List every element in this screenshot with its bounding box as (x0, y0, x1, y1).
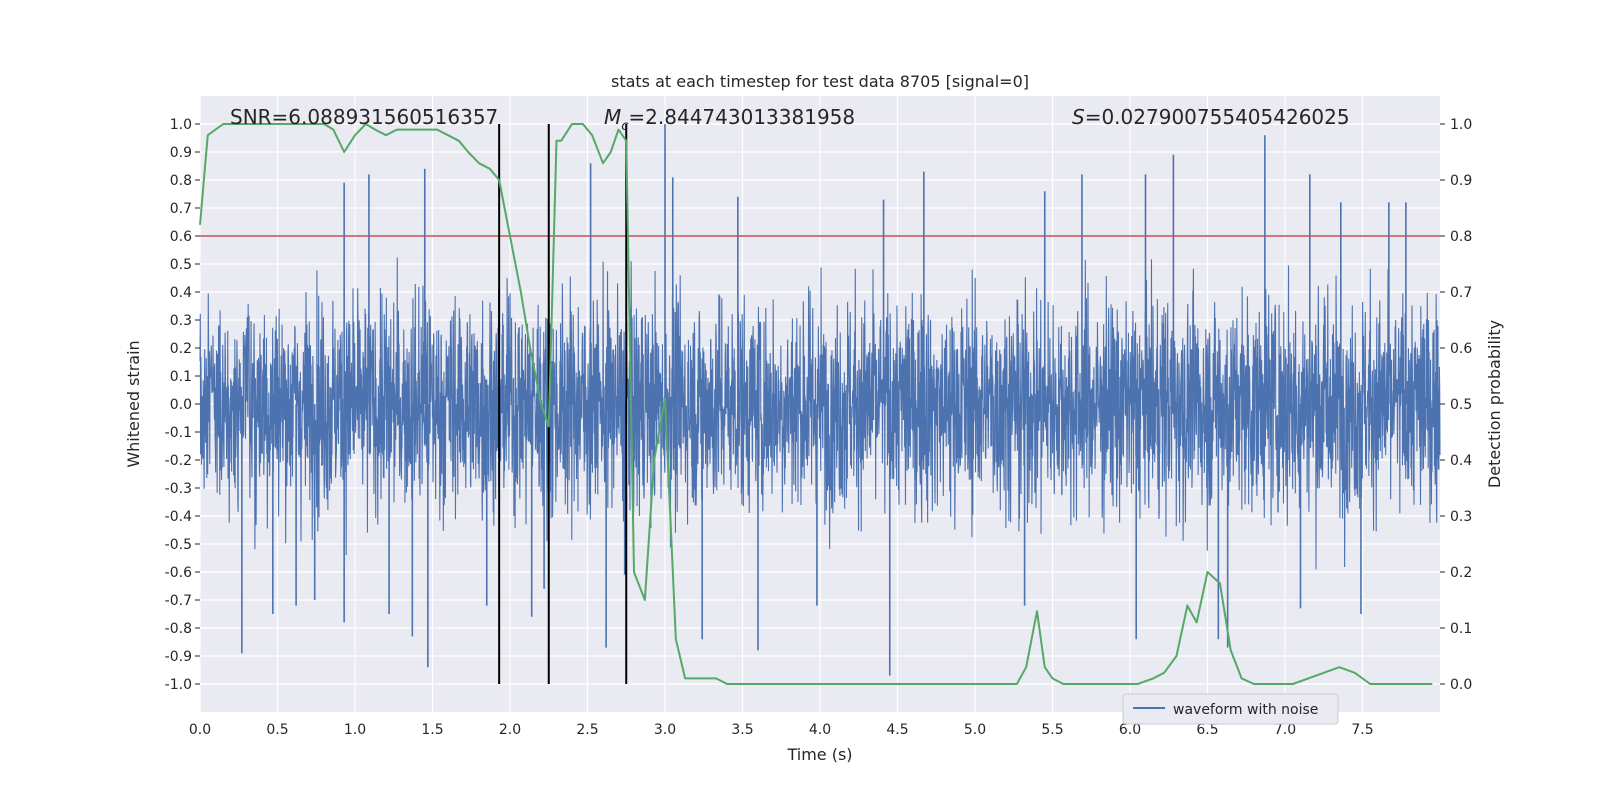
y2-tick-label: 0.3 (1450, 509, 1472, 525)
probability-line (199, 123, 1433, 685)
y-tick-label: 0.0 (170, 397, 192, 413)
y-tick-label: -0.4 (165, 509, 192, 525)
y2-tick-label: 0.7 (1450, 285, 1472, 301)
s-symbol: S (1072, 105, 1085, 129)
x-axis-ticks: 0.0 0.5 1.0 1.5 2.0 2.5 3.0 3.5 4.0 4.5 5.0 5.5 6.0 6… (189, 722, 1374, 738)
y-axis-label: Whitened strain (124, 340, 143, 467)
x-tick-label: 3.0 (654, 722, 676, 738)
x-tick-label: 1.0 (344, 722, 366, 738)
mc-annotation: Mc=2.844743013381958 (604, 105, 855, 134)
y-tick-label: -0.2 (165, 453, 192, 469)
legend-box (1122, 693, 1339, 725)
x-tick-label: 7.0 (1274, 722, 1296, 738)
x-tick-label: 3.5 (731, 722, 753, 738)
y-tick-label: 0.4 (170, 285, 192, 301)
y-tick-label: 0.7 (170, 201, 192, 217)
y-tick-label: -0.3 (165, 481, 192, 497)
legend: waveform with noise (1122, 693, 1339, 725)
mc-value: =2.844743013381958 (628, 105, 855, 129)
y2-tick-label: 1.0 (1450, 117, 1472, 133)
y2-tick-label: 0.6 (1450, 341, 1472, 357)
waveform-line (199, 257, 1441, 570)
x-tick-label: 0.0 (189, 722, 211, 738)
x-tick-label: 4.0 (809, 722, 831, 738)
mc-symbol: M (604, 105, 621, 129)
y-tick-label: -1.0 (165, 677, 192, 693)
y-tick-label: -0.9 (165, 649, 192, 665)
x-tick-label: 2.0 (499, 722, 521, 738)
y-tick-label: 0.5 (170, 257, 192, 273)
s-annotation: S=0.027900755405426025 (1072, 105, 1350, 129)
x-tick-label: 2.5 (576, 722, 598, 738)
x-tick-label: 1.5 (421, 722, 443, 738)
x-tick-label: 4.5 (886, 722, 908, 738)
y-tick-label: 0.6 (170, 229, 192, 245)
y2-tick-label: 0.1 (1450, 621, 1472, 637)
y-tick-label: 0.1 (170, 369, 192, 385)
snr-annotation: SNR=6.088931560516357 (230, 105, 498, 129)
x-tick-label: 0.5 (266, 722, 288, 738)
y-tick-label: -0.6 (165, 565, 192, 581)
s-value: =0.027900755405426025 (1085, 105, 1350, 129)
y2-tick-label: 0.9 (1450, 173, 1472, 189)
y-tick-label: 1.0 (170, 117, 192, 133)
x-tick-label: 6.5 (1196, 722, 1218, 738)
y2-axis-ticks: 1.0 0.9 0.8 0.7 0.6 0.5 0.4 0.3 0.2 0.1 0.0 (1440, 117, 1472, 693)
y2-tick-label: 0.8 (1450, 229, 1472, 245)
y-tick-label: 0.3 (170, 313, 192, 329)
x-tick-label: 5.5 (1041, 722, 1063, 738)
x-tick-label: 6.0 (1119, 722, 1141, 738)
probability-series (199, 123, 1433, 685)
y2-tick-label: 0.4 (1450, 453, 1472, 469)
y-tick-label: 0.9 (170, 145, 192, 161)
y2-axis-label: Detection probability (1485, 320, 1504, 488)
y2-tick-label: 0.2 (1450, 565, 1472, 581)
legend-label: waveform with noise (1173, 702, 1318, 718)
chart-title: stats at each timestep for test data 870… (611, 72, 1029, 91)
y2-tick-label: 0.5 (1450, 397, 1472, 413)
y-tick-label: -0.8 (165, 621, 192, 637)
x-tick-label: 7.5 (1351, 722, 1373, 738)
y-tick-label: -0.1 (165, 425, 192, 441)
y-tick-label: -0.5 (165, 537, 192, 553)
x-axis-label: Time (s) (786, 745, 852, 764)
y-tick-label: 0.8 (170, 173, 192, 189)
x-tick-label: 5.0 (964, 722, 986, 738)
y-axis-ticks: 1.0 0.9 0.8 0.7 0.6 0.5 0.4 0.3 0.2 0.1 0.0 -0.1 -0.… (165, 117, 200, 693)
y2-tick-label: 0.0 (1450, 677, 1472, 693)
y-tick-label: -0.7 (165, 593, 192, 609)
mc-subscript: c (621, 119, 628, 134)
y-tick-label: 0.2 (170, 341, 192, 357)
